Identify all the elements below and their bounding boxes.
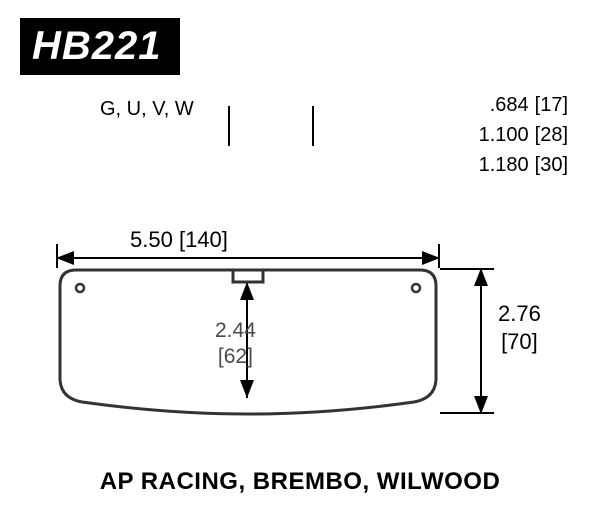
width-in: 5.50: [130, 227, 173, 252]
part-number-box: HB221: [20, 18, 180, 75]
thickness-mm: [30]: [535, 150, 568, 180]
thickness-mm: [17]: [535, 90, 568, 120]
height-arrow: [480, 268, 482, 414]
width-mm: [140]: [179, 227, 228, 252]
divider-tick-left: [228, 106, 230, 146]
compatibility-footer: AP RACING, BREMBO, WILWOOD: [0, 468, 600, 496]
table-row: 1.180 [30]: [479, 150, 568, 180]
compound-codes: G, U, V, W: [100, 98, 194, 121]
pad-body: [60, 270, 436, 414]
thickness-in: .684: [490, 90, 529, 120]
thickness-mm: [28]: [535, 120, 568, 150]
height-in: 2.76: [498, 300, 541, 328]
table-row: .684 [17]: [479, 90, 568, 120]
height-dim: 2.76 [70]: [498, 300, 541, 355]
part-number: HB221: [32, 24, 162, 68]
table-row: 1.100 [28]: [479, 120, 568, 150]
divider-tick-right: [312, 106, 314, 146]
width-dim: 5.50 [140]: [130, 227, 228, 253]
thickness-table: .684 [17] 1.100 [28] 1.180 [30]: [479, 90, 568, 180]
thickness-in: 1.180: [479, 150, 529, 180]
hole-right: [412, 284, 420, 292]
thickness-in: 1.100: [479, 120, 529, 150]
brake-pad-outline: [58, 264, 438, 416]
width-arrow: [56, 257, 440, 259]
height-mm: [70]: [498, 328, 541, 356]
top-notch: [233, 270, 263, 282]
hole-left: [76, 284, 84, 292]
